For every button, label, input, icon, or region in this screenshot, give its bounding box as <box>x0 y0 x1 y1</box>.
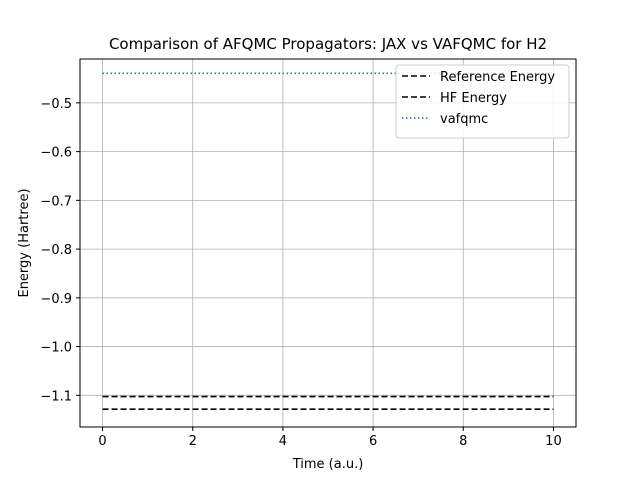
legend: Reference Energy HF Energy vafqmc <box>395 64 570 139</box>
plot-frame <box>79 58 577 428</box>
x-tick-label: 2 <box>189 434 197 449</box>
legend-label: HF Energy <box>440 91 507 106</box>
x-tick-label: 0 <box>98 434 106 449</box>
y-tick-label: −0.8 <box>40 243 72 258</box>
x-tick-label: 4 <box>279 434 287 449</box>
y-tick-label: −0.9 <box>40 292 72 307</box>
x-tick-label: 10 <box>545 434 562 449</box>
y-tick-label: −1.1 <box>40 389 72 404</box>
legend-label: Reference Energy <box>440 70 555 85</box>
axis-ticks: 0 2 4 6 8 10 −0.5 −0.6 −0.7 −0.8 −0.9 −1.0 −1.1 <box>40 97 561 449</box>
y-tick-label: −0.5 <box>40 97 72 112</box>
legend-box <box>395 64 570 139</box>
chart-title: Comparison of AFQMC Propagators: JAX vs … <box>109 35 547 53</box>
x-axis-title: Time (a.u.) <box>292 457 364 472</box>
grid <box>80 59 576 427</box>
x-tick-label: 6 <box>369 434 377 449</box>
plot-series <box>102 72 554 410</box>
x-tick-label: 8 <box>459 434 467 449</box>
y-tick-label: −1.0 <box>40 341 72 356</box>
y-axis-title: Energy (Hartree) <box>17 188 32 297</box>
y-tick-label: −0.7 <box>40 194 72 209</box>
legend-label: vafqmc <box>440 112 488 127</box>
y-tick-label: −0.6 <box>40 146 72 161</box>
